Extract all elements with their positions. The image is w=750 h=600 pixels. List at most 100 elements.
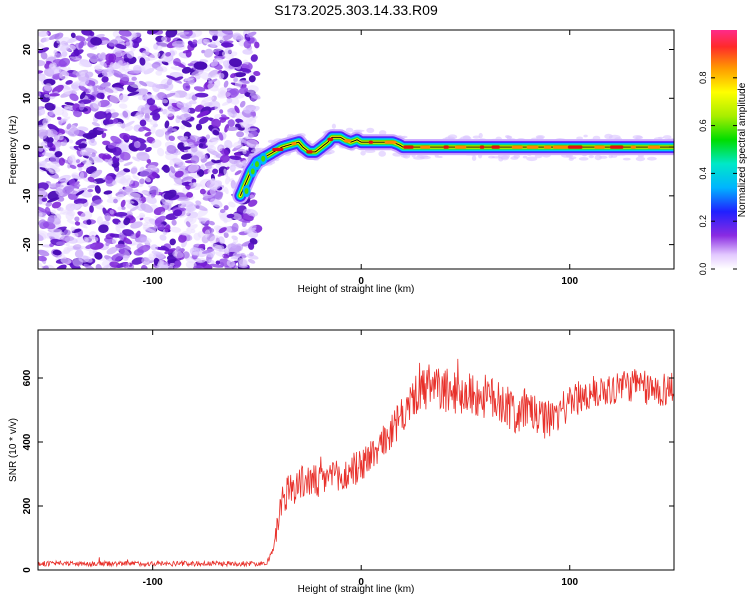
ridge-blob-core — [255, 161, 259, 168]
ridge-hotspot — [553, 145, 569, 149]
noise-speckle — [124, 186, 133, 193]
noise-speckle — [92, 100, 102, 109]
noise-speckle — [96, 92, 105, 99]
noise-speckle — [109, 261, 121, 268]
ridge-hotspot — [543, 145, 552, 149]
ridge-halo-speckle — [437, 156, 443, 158]
noise-speckle — [126, 211, 133, 217]
noise-speckle — [217, 91, 231, 99]
snr-y-ticks: 0 200 400 600 — [22, 369, 674, 573]
noise-speckle — [246, 209, 258, 217]
noise-speckle — [212, 129, 220, 136]
noise-speckle — [96, 128, 108, 132]
colorbar-label: Normalized spectral amplitude — [737, 82, 748, 217]
noise-speckle — [45, 128, 58, 138]
snr-x-tick-label: -100 — [143, 577, 163, 588]
ridge-hotspot — [327, 137, 334, 141]
noise-speckle — [219, 116, 230, 120]
noise-speckle — [162, 164, 170, 173]
noise-speckle — [79, 150, 85, 156]
noise-speckle — [198, 116, 210, 125]
noise-speckle — [87, 189, 94, 193]
noise-speckle — [229, 155, 242, 161]
noise-speckle — [38, 41, 45, 49]
noise-speckle — [122, 254, 129, 262]
noise-speckle — [149, 108, 162, 116]
noise-speckle — [229, 58, 242, 68]
noise-speckle — [96, 85, 104, 91]
noise-speckle — [187, 63, 195, 67]
noise-speckle — [232, 32, 243, 40]
spectrogram-xlabel: Height of straight line (km) — [298, 284, 415, 295]
noise-speckle — [67, 155, 76, 165]
noise-speckle — [208, 259, 215, 265]
noise-speckle — [245, 85, 259, 94]
noise-speckle — [164, 248, 176, 255]
noise-speckle — [84, 71, 94, 78]
noise-speckle — [116, 60, 123, 69]
noise-speckle — [74, 216, 80, 222]
noise-speckle — [87, 184, 97, 189]
noise-speckle — [105, 108, 111, 114]
noise-speckle — [234, 170, 242, 176]
noise-speckle — [119, 66, 126, 73]
noise-speckle — [144, 176, 151, 183]
noise-speckle — [190, 155, 200, 164]
noise-speckle — [219, 73, 225, 80]
noise-speckle — [228, 201, 236, 208]
noise-speckle — [214, 251, 225, 258]
noise-speckle — [227, 111, 234, 117]
noise-speckle — [80, 190, 93, 198]
noise-speckle — [182, 82, 191, 91]
noise-speckle — [146, 97, 156, 106]
noise-speckle — [135, 230, 141, 238]
noise-speckle — [219, 208, 226, 214]
noise-speckle — [174, 260, 182, 268]
noise-speckle — [194, 247, 204, 252]
noise-speckle — [192, 251, 202, 256]
noise-speckle — [126, 50, 135, 59]
noise-speckle — [180, 153, 193, 160]
noise-speckle — [68, 73, 77, 78]
noise-speckle — [159, 127, 168, 134]
noise-speckle — [207, 83, 219, 92]
noise-speckle — [94, 185, 101, 194]
noise-speckle — [195, 257, 206, 264]
snr-series-layer — [38, 358, 674, 568]
noise-speckle — [128, 70, 142, 74]
noise-speckle — [50, 224, 60, 231]
colorbar-tick-label: 0.2 — [698, 215, 708, 228]
noise-speckle — [121, 206, 126, 210]
noise-speckle — [63, 246, 71, 255]
noise-speckle — [63, 44, 76, 52]
noise-speckle — [189, 172, 200, 179]
noise-speckle — [146, 30, 160, 35]
noise-speckle — [193, 61, 208, 71]
noise-speckle — [42, 37, 50, 42]
spectrogram-ylabel: Frequency (Hz) — [8, 116, 19, 185]
ridge-halo-speckle — [416, 155, 429, 158]
noise-speckle — [38, 188, 47, 197]
noise-speckle — [55, 188, 65, 196]
noise-speckle — [128, 79, 142, 89]
noise-speckle — [81, 158, 92, 166]
noise-speckle — [38, 199, 43, 205]
noise-speckle — [217, 172, 223, 177]
noise-speckle — [51, 201, 62, 209]
noise-speckle — [66, 123, 72, 130]
noise-speckle — [77, 163, 84, 168]
noise-speckle — [233, 141, 242, 149]
noise-speckle — [42, 221, 56, 230]
noise-speckle — [112, 118, 119, 124]
noise-speckle — [60, 118, 68, 123]
noise-speckle — [247, 258, 256, 264]
noise-speckle — [214, 191, 223, 200]
spectrogram-x-tick-label: 100 — [561, 276, 578, 287]
spectrogram-y-tick-label: 0 — [22, 144, 33, 150]
noise-speckle — [99, 53, 107, 61]
noise-speckle — [64, 104, 70, 110]
noise-speckle — [182, 251, 190, 259]
noise-speckle — [66, 210, 76, 217]
noise-speckle — [135, 110, 143, 116]
ridge-halo-speckle — [576, 136, 583, 140]
